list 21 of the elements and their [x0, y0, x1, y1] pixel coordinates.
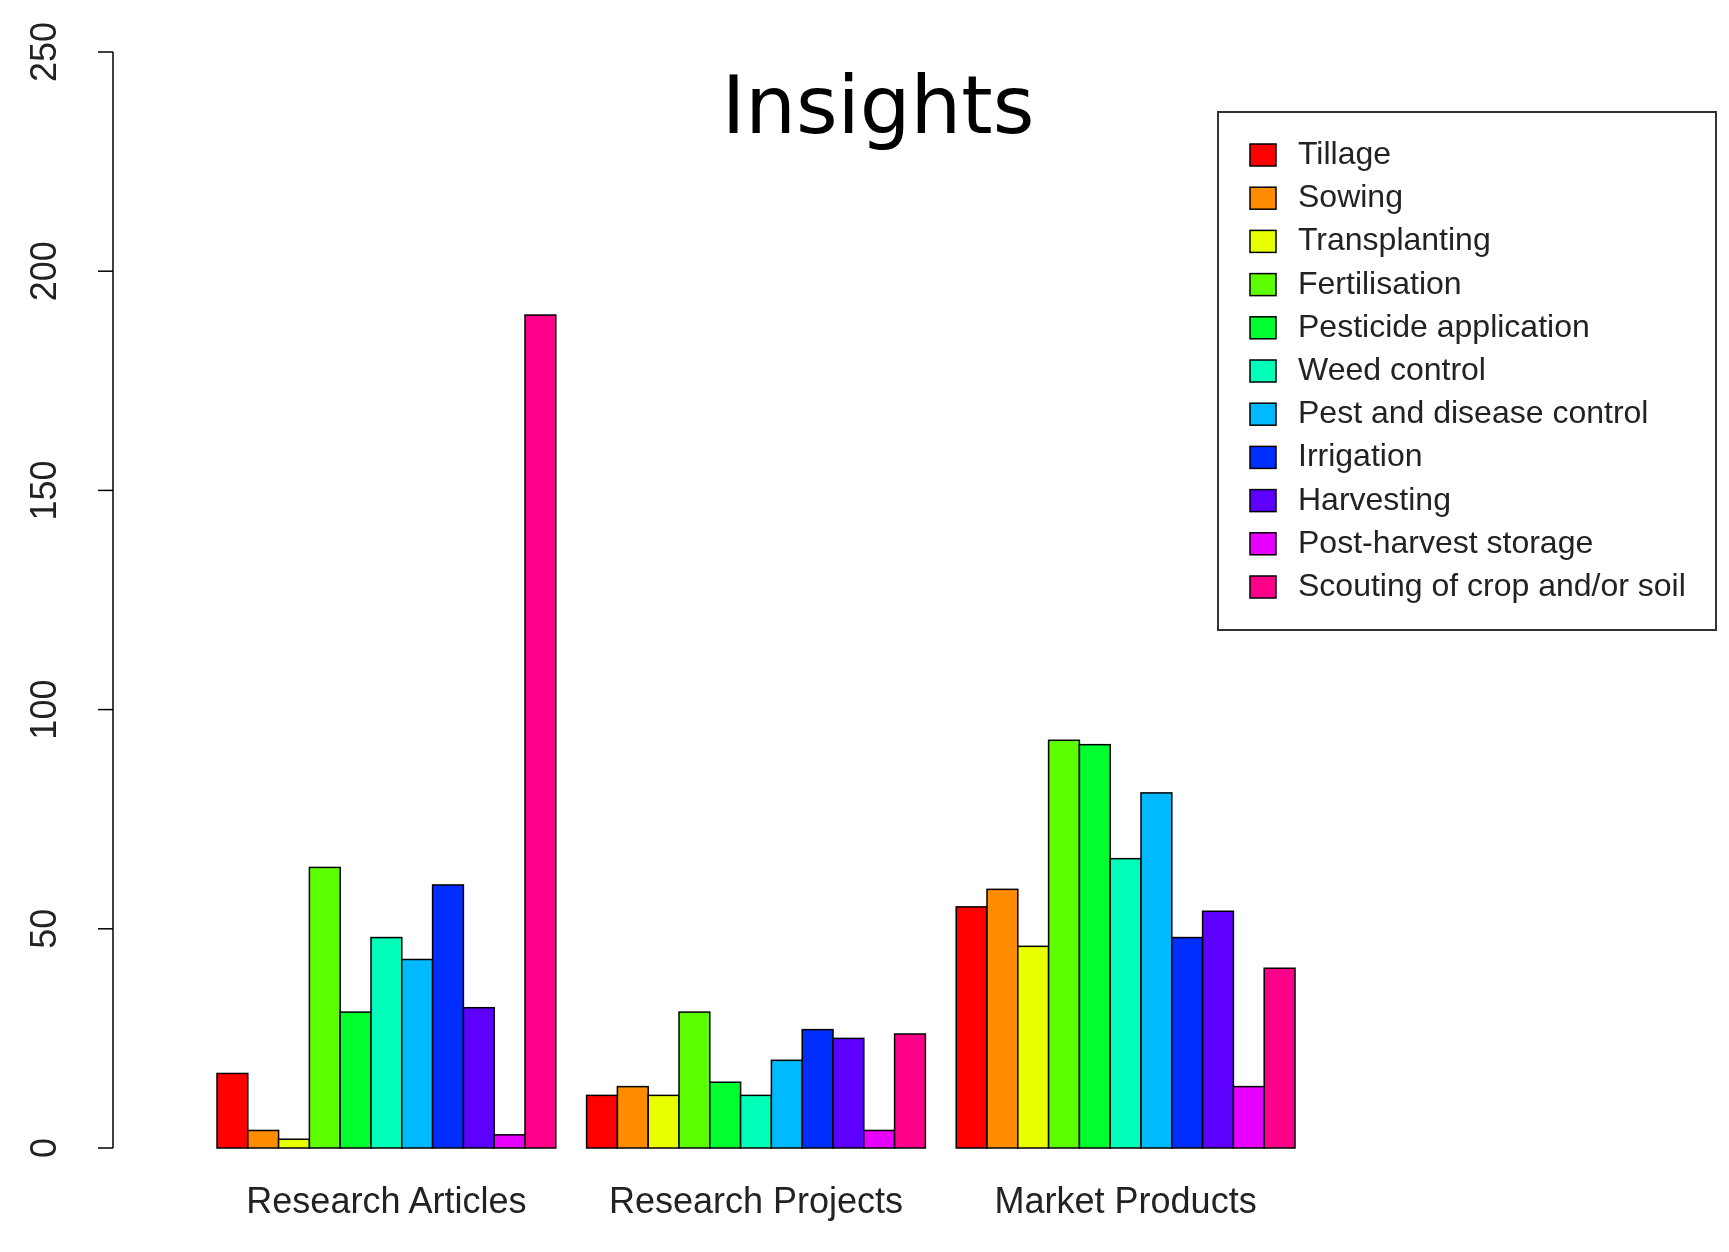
y-tick-label: 50 [23, 908, 64, 949]
legend-label: Post-harvest storage [1298, 523, 1594, 560]
legend-label: Sowing [1298, 178, 1403, 215]
y-tick-label: 200 [23, 241, 64, 302]
x-tick-label: Market Products [994, 1180, 1257, 1221]
legend-label: Transplanting [1298, 221, 1491, 258]
legend-label: Fertilisation [1298, 264, 1462, 301]
y-tick-label: 0 [23, 1137, 64, 1159]
legend-label: Pest and disease control [1298, 394, 1649, 431]
legend-label: Harvesting [1298, 480, 1451, 517]
y-tick-label: 100 [23, 679, 64, 740]
y-tick-label: 150 [23, 460, 64, 521]
chart-title: Insights [721, 59, 1035, 152]
legend-label: Pesticide application [1298, 307, 1590, 344]
legend-label: Irrigation [1298, 437, 1423, 474]
legend-label: Scouting of crop and/or soil [1298, 567, 1686, 603]
x-tick-label: Research Articles [246, 1180, 527, 1221]
y-tick-label: 250 [23, 21, 64, 83]
legend-label: Tillage [1298, 135, 1392, 171]
x-tick-label: Research Projects [608, 1180, 904, 1221]
legend-label: Weed control [1298, 351, 1486, 387]
